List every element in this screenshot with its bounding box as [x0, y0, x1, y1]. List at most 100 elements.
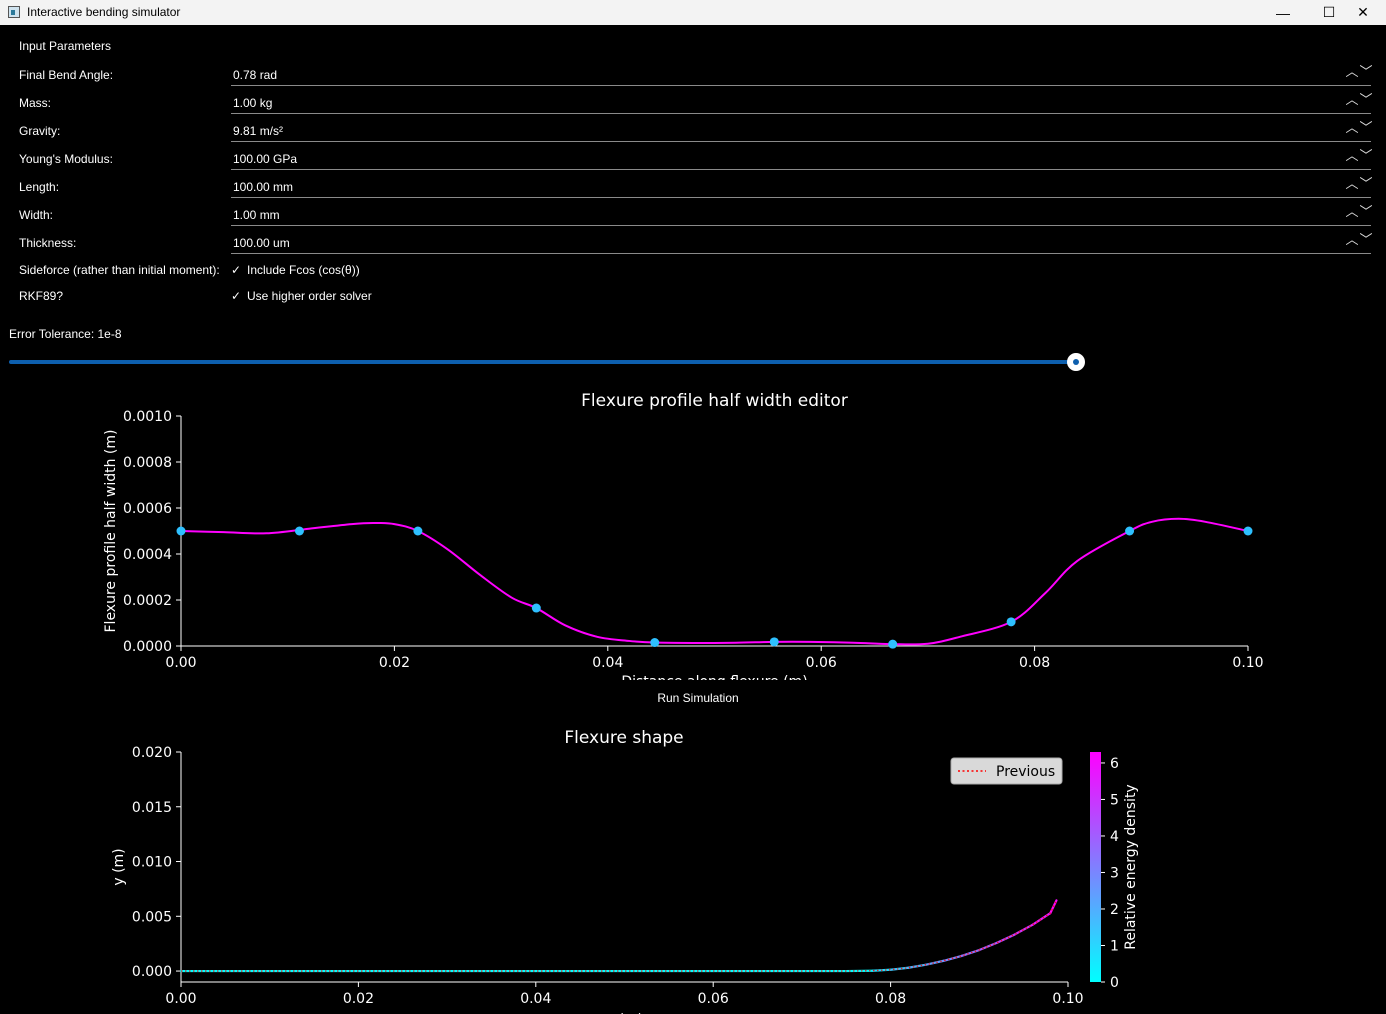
- chart-title: Flexure profile half width editor: [581, 391, 848, 411]
- control-point[interactable]: [413, 526, 423, 536]
- control-point[interactable]: [531, 603, 541, 613]
- colorbar-tick-label: 0: [1110, 975, 1119, 991]
- slider-track[interactable]: [9, 360, 1076, 364]
- control-point[interactable]: [888, 639, 898, 649]
- rkf89-checkbox[interactable]: ✓ Use higher order solver: [231, 287, 471, 305]
- chevron-down-icon[interactable]: ﹀: [1359, 232, 1373, 247]
- param-label: Young's Modulus:: [19, 152, 113, 166]
- spin-value: 100.00 um: [233, 236, 290, 250]
- x-tick-label: 0.00: [165, 655, 196, 671]
- chevron-down-icon[interactable]: ﹀: [1359, 204, 1373, 219]
- x-tick-label: 0.02: [343, 991, 374, 1007]
- chevron-up-icon[interactable]: ︿: [1345, 176, 1359, 191]
- x-axis-label: x (m): [606, 1012, 643, 1014]
- close-button[interactable]: ✕: [1340, 0, 1386, 25]
- shape-segment: [1031, 912, 1052, 926]
- y-axis-label: y (m): [111, 848, 127, 885]
- check-label: RKF89?: [19, 289, 64, 303]
- width-spinbox[interactable]: 1.00 mm ︿ ﹀: [231, 202, 1373, 226]
- checkbox-text: Use higher order solver: [247, 289, 372, 303]
- spin-value: 0.78 rad: [233, 68, 278, 82]
- maximize-button[interactable]: ☐: [1306, 0, 1352, 25]
- check-row-sideforce: Sideforce (rather than initial moment): …: [0, 259, 1386, 281]
- previous-series-line: [181, 900, 1058, 972]
- chevron-down-icon[interactable]: ﹀: [1359, 148, 1373, 163]
- control-point[interactable]: [1125, 526, 1135, 536]
- x-axis-label: Distance along flexure (m): [621, 674, 807, 680]
- param-label: Mass:: [19, 96, 52, 110]
- param-row-mass: Mass: 1.00 kg ︿ ﹀: [0, 90, 1386, 118]
- legend-label: Previous: [996, 764, 1055, 780]
- chevron-down-icon[interactable]: ﹀: [1359, 64, 1373, 79]
- checkmark-icon: ✓: [231, 289, 242, 303]
- colorbar: [1090, 752, 1101, 982]
- control-point[interactable]: [1006, 617, 1016, 627]
- x-tick-label: 0.08: [875, 991, 906, 1007]
- param-label: Gravity:: [19, 124, 61, 138]
- colorbar-tick-label: 5: [1110, 792, 1119, 808]
- control-point[interactable]: [769, 637, 779, 647]
- x-tick-label: 0.06: [698, 991, 729, 1007]
- y-tick-label: 0.0004: [123, 547, 172, 563]
- mass-spinbox[interactable]: 1.00 kg ︿ ﹀: [231, 90, 1373, 114]
- thickness-spinbox[interactable]: 100.00 um ︿ ﹀: [231, 230, 1373, 254]
- control-point[interactable]: [294, 526, 304, 536]
- app-icon: [8, 6, 20, 18]
- chevron-up-icon[interactable]: ︿: [1345, 92, 1359, 107]
- x-tick-label: 0.06: [806, 655, 837, 671]
- profile-editor-chart[interactable]: Flexure profile half width editor 0.00 0.0…: [0, 384, 1386, 680]
- colorbar-tick-label: 2: [1110, 902, 1119, 918]
- control-point[interactable]: [650, 638, 660, 648]
- x-tick-label: 0.08: [1019, 655, 1050, 671]
- minimize-button[interactable]: —: [1260, 0, 1306, 25]
- spin-value: 1.00 kg: [233, 96, 273, 110]
- y-tick-label: 0.0010: [123, 409, 172, 425]
- param-row-youngs-modulus: Young's Modulus: 100.00 GPa ︿ ﹀: [0, 146, 1386, 174]
- x-tick-label: 0.04: [592, 655, 623, 671]
- minimize-icon: —: [1276, 4, 1290, 21]
- window-title: Interactive bending simulator: [27, 5, 181, 19]
- sideforce-checkbox[interactable]: ✓ Include Fcos (cos(θ)): [231, 261, 471, 279]
- error-tolerance-label: Error Tolerance: 1e-8: [9, 327, 122, 341]
- y-tick-label: 0.0008: [123, 455, 172, 471]
- x-tick-label: 0.10: [1052, 991, 1083, 1007]
- chart-title: Flexure shape: [564, 728, 683, 748]
- slider-handle[interactable]: [1067, 353, 1085, 371]
- param-label: Length:: [19, 180, 60, 194]
- chevron-down-icon[interactable]: ﹀: [1359, 176, 1373, 191]
- colorbar-tick-label: 3: [1110, 865, 1119, 881]
- chevron-down-icon[interactable]: ﹀: [1359, 92, 1373, 107]
- x-tick-label: 0.04: [520, 991, 551, 1007]
- x-tick-label: 0.10: [1232, 655, 1263, 671]
- chevron-up-icon[interactable]: ︿: [1345, 120, 1359, 135]
- chevron-up-icon[interactable]: ︿: [1345, 232, 1359, 247]
- close-icon: ✕: [1357, 4, 1369, 20]
- chevron-up-icon[interactable]: ︿: [1345, 148, 1359, 163]
- length-spinbox[interactable]: 100.00 mm ︿ ﹀: [231, 174, 1373, 198]
- error-tolerance-slider[interactable]: [9, 352, 1089, 372]
- chevron-up-icon[interactable]: ︿: [1345, 64, 1359, 79]
- x-tick-label: 0.00: [165, 991, 196, 1007]
- chevron-up-icon[interactable]: ︿: [1345, 204, 1359, 219]
- control-point[interactable]: [176, 526, 186, 536]
- run-simulation-button[interactable]: Run Simulation: [657, 691, 739, 705]
- params-title: Input Parameters: [19, 39, 112, 53]
- y-tick-label: 0.020: [132, 745, 172, 761]
- y-tick-label: 0.005: [132, 909, 172, 925]
- profile-curve: [180, 517, 1249, 646]
- y-tick-label: 0.000: [132, 964, 172, 980]
- param-label: Thickness:: [19, 236, 77, 250]
- check-row-rkf89: RKF89? ✓ Use higher order solver: [0, 285, 1386, 307]
- control-point[interactable]: [1243, 526, 1253, 536]
- youngs-modulus-spinbox[interactable]: 100.00 GPa ︿ ﹀: [231, 146, 1373, 170]
- x-tick-label: 0.02: [379, 655, 410, 671]
- gravity-spinbox[interactable]: 9.81 m/s² ︿ ﹀: [231, 118, 1373, 142]
- spin-value: 1.00 mm: [233, 208, 280, 222]
- chevron-down-icon[interactable]: ﹀: [1359, 120, 1373, 135]
- bend-angle-spinbox[interactable]: 0.78 rad ︿ ﹀: [231, 62, 1373, 86]
- colorbar-label: Relative energy density: [1123, 784, 1139, 949]
- y-tick-label: 0.015: [132, 800, 172, 816]
- title-bar: Interactive bending simulator — ☐ ✕: [0, 0, 1386, 25]
- flexure-shape-chart: Flexure shape 0.00 0.02 0.04 0.06 0.08 0.10 0.0…: [111, 728, 1139, 1014]
- y-tick-label: 0.0006: [123, 501, 172, 517]
